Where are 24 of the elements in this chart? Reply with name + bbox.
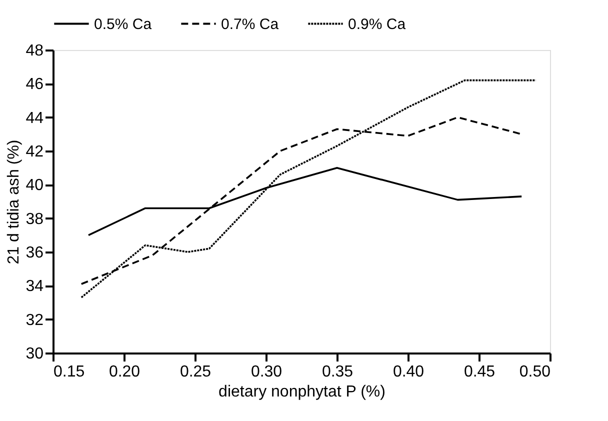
- x-tick-label: 0.40: [392, 364, 424, 380]
- y-tick-label: 40: [26, 177, 44, 194]
- y-tick-label: 36: [26, 244, 44, 262]
- line-series: [80, 79, 537, 298]
- x-axis-title: dietary nonphytat P (%): [218, 384, 386, 400]
- y-tick-label: 34: [26, 278, 44, 296]
- x-tick-label: 0.45: [464, 364, 496, 380]
- legend-label: 0.9% Ca: [348, 16, 406, 33]
- x-tick-label: 0.35: [322, 364, 354, 380]
- y-tick-label: 38: [26, 210, 44, 228]
- y-axis-title: 21 d tidia ash (%): [6, 140, 23, 264]
- y-tick-label: 48: [26, 42, 44, 60]
- y-tick-label: 30: [26, 346, 44, 362]
- legend-label: 0.7% Ca: [221, 16, 280, 33]
- y-tick-label: 44: [26, 110, 44, 127]
- x-tick-label: 0.25: [180, 364, 212, 380]
- legend-label: 0.5% Ca: [94, 16, 152, 33]
- y-tick-label: 46: [26, 76, 44, 94]
- y-tick-label: 32: [26, 312, 44, 329]
- x-tick-label: 0.15: [54, 364, 85, 380]
- x-tick-label: 0.50: [519, 364, 551, 380]
- y-tick-label: 42: [26, 144, 44, 160]
- x-tick-label: 0.20: [108, 364, 140, 380]
- x-tick-label: 0.30: [250, 364, 282, 380]
